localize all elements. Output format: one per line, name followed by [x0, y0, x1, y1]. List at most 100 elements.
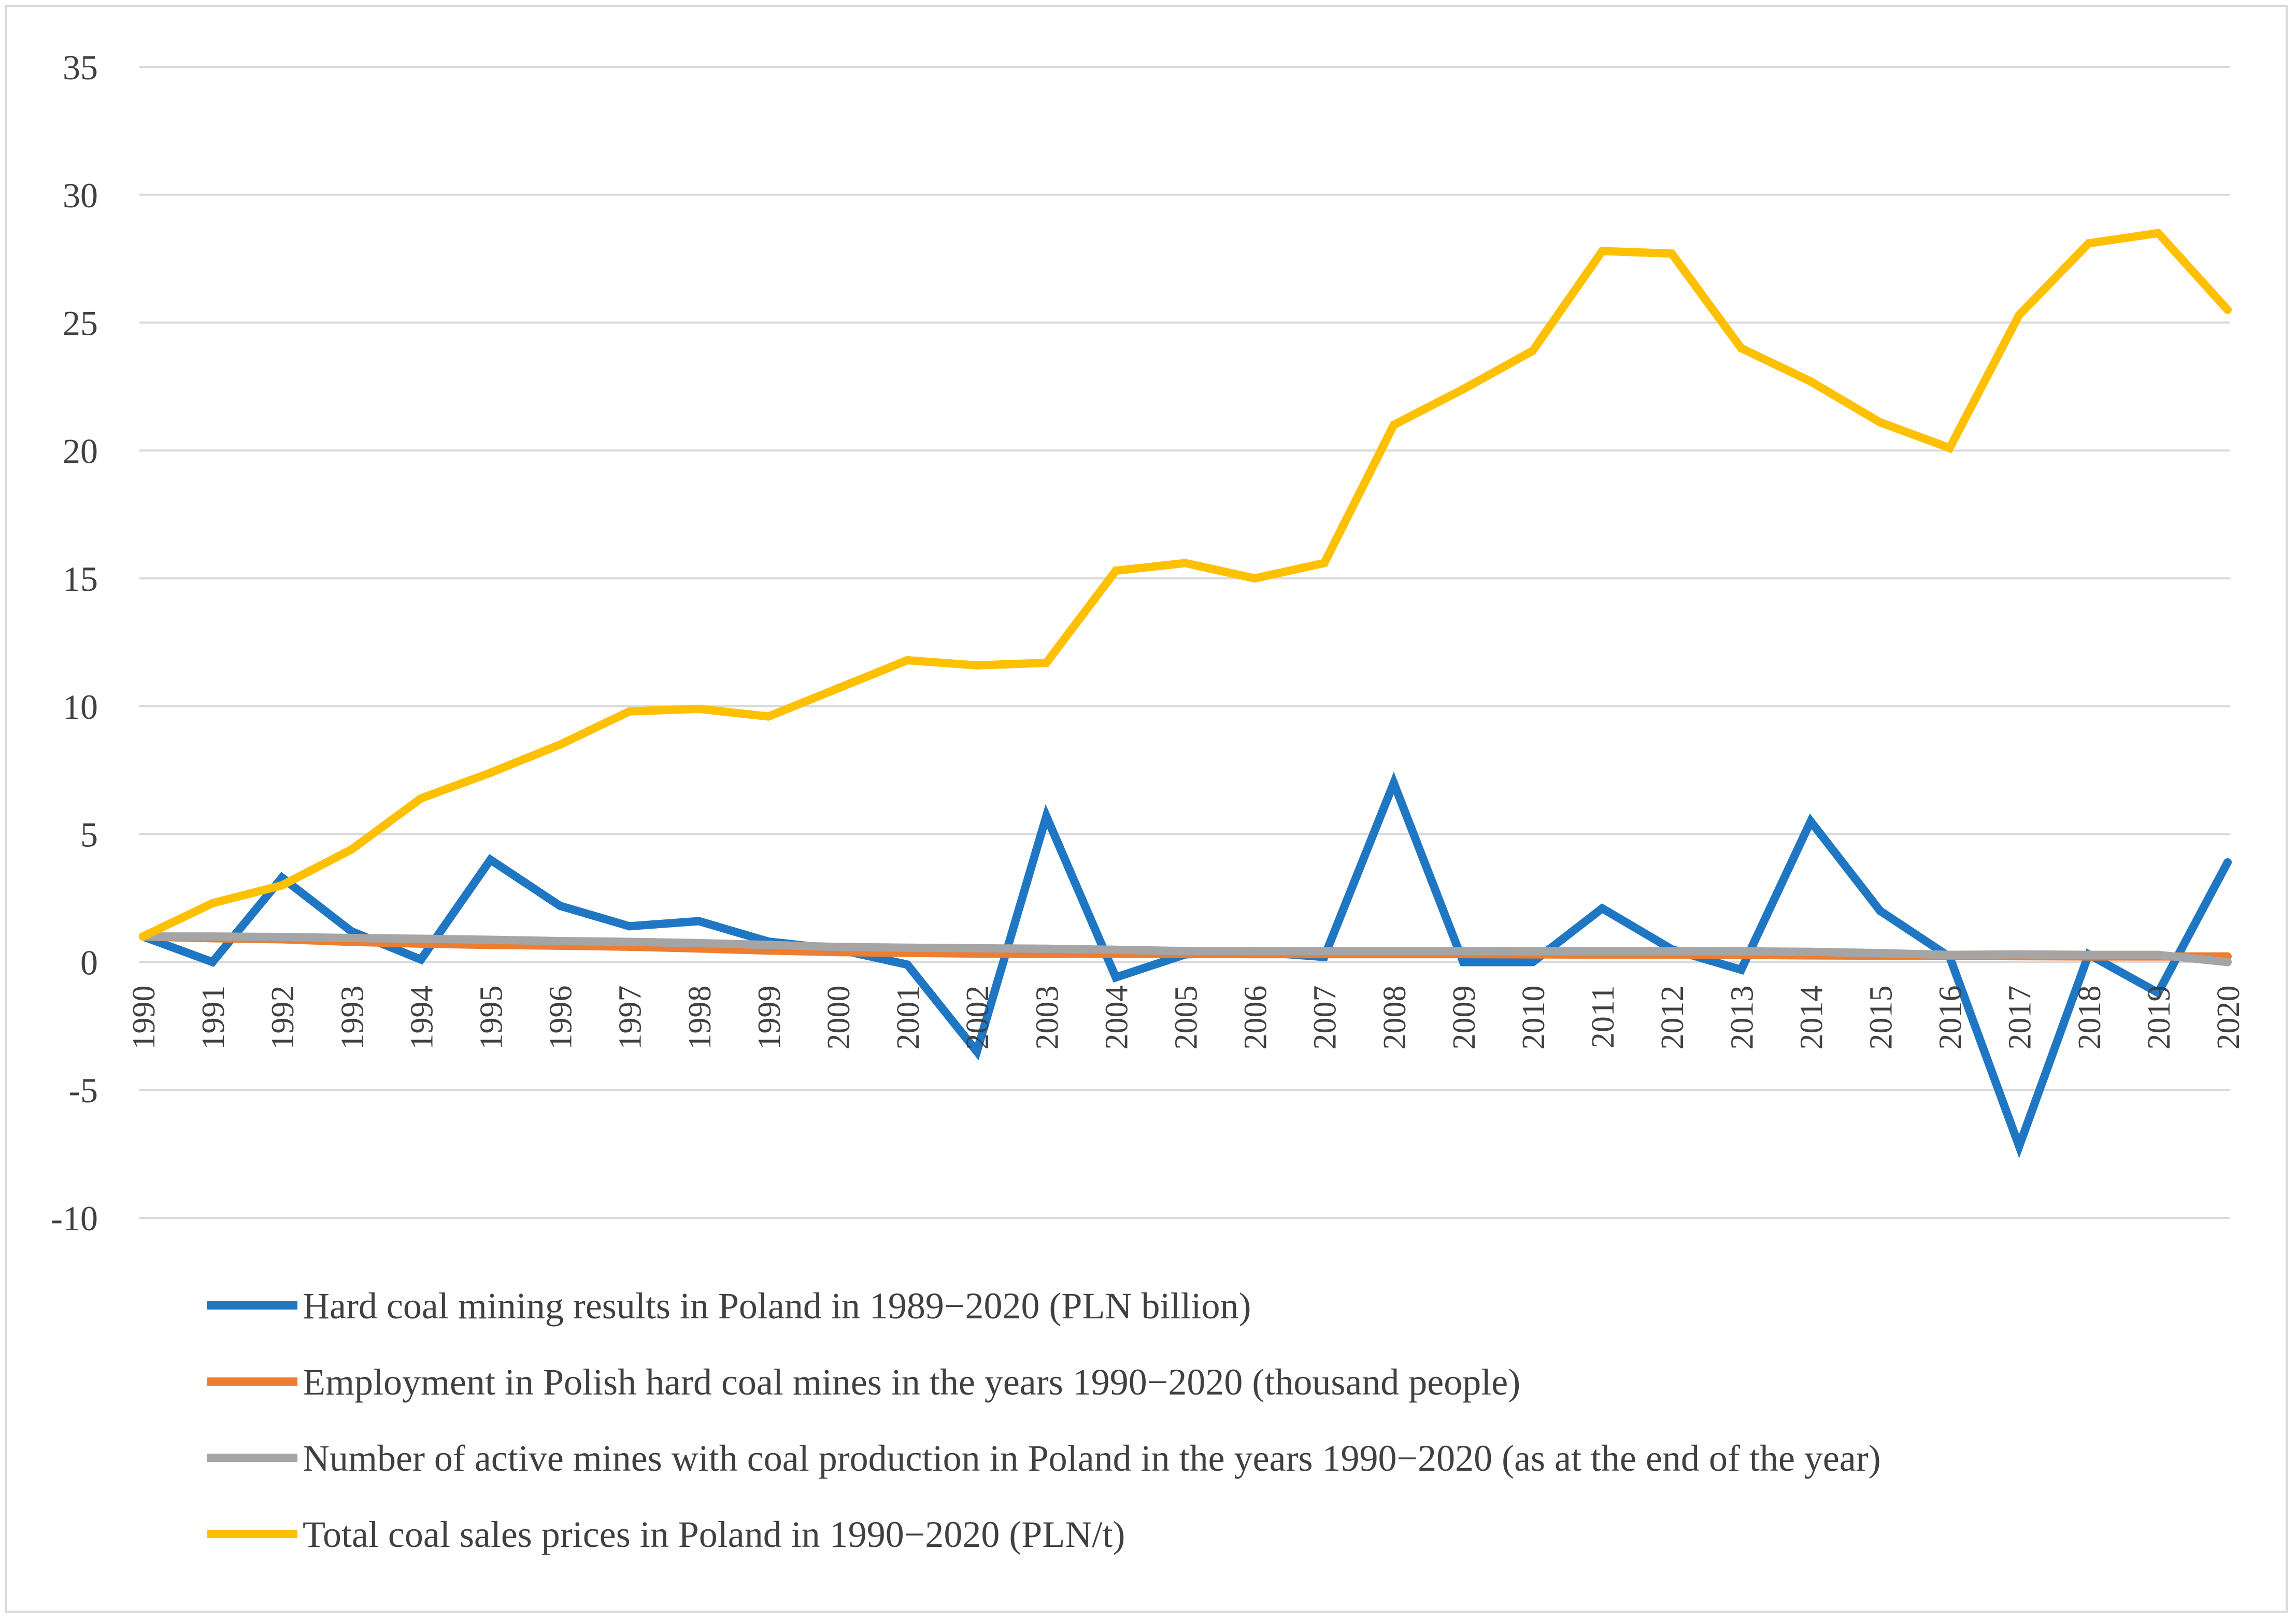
x-tick-label: 2008 — [1377, 985, 1413, 1049]
series-line-1 — [141, 772, 2232, 1159]
data-point-series-3 — [1737, 947, 1746, 956]
data-point-series-3 — [834, 943, 842, 951]
data-point-series-4 — [208, 899, 217, 907]
data-point-series-1 — [1876, 906, 1885, 915]
x-tick-label: 1993 — [335, 985, 370, 1049]
x-tick-label: 2009 — [1447, 985, 1482, 1049]
data-point-series-1 — [555, 901, 564, 910]
data-point-series-4 — [1459, 385, 1467, 393]
x-tick-label: 1999 — [752, 985, 787, 1049]
y-tick-label: 10 — [63, 687, 98, 727]
x-axis-tick-labels: 1990 1991 1992 1993 1994 1995 1996 1997 1998 1999… — [126, 985, 2246, 1049]
data-point-series-4 — [278, 881, 287, 890]
data-point-series-4 — [1529, 346, 1537, 355]
data-point-series-1 — [1042, 812, 1051, 821]
data-point-series-3 — [1111, 945, 1120, 954]
x-tick-label: 2013 — [1724, 985, 1760, 1049]
x-tick-label: 2003 — [1030, 985, 1065, 1049]
y-tick-label: 20 — [63, 431, 98, 471]
y-tick-label: 35 — [63, 48, 98, 87]
data-point-series-4 — [764, 712, 773, 721]
data-point-series-4 — [2015, 310, 2023, 319]
data-point-series-3 — [278, 933, 287, 942]
data-point-series-3 — [1459, 947, 1467, 956]
data-point-series-1 — [417, 955, 425, 964]
data-point-series-3 — [1529, 947, 1537, 956]
legend-label-2: Employment in Polish hard coal mines in … — [303, 1361, 1520, 1403]
data-point-series-3 — [2223, 958, 2232, 966]
gridlines — [139, 66, 2230, 1219]
legend-label-1: Hard coal mining results in Poland in 19… — [303, 1285, 1251, 1327]
data-point-series-3 — [1945, 950, 1954, 959]
data-point-series-4 — [139, 932, 147, 941]
data-point-series-4 — [903, 656, 912, 665]
data-point-series-4 — [1389, 420, 1398, 429]
x-tick-label: 2014 — [1794, 985, 1829, 1049]
data-point-series-1 — [1806, 817, 1815, 826]
data-point-series-4 — [1181, 559, 1190, 567]
data-point-series-3 — [903, 943, 912, 952]
data-point-series-4 — [834, 684, 842, 693]
x-tick-label: 1998 — [682, 985, 718, 1049]
data-point-series-1 — [1529, 958, 1537, 966]
data-point-series-4 — [625, 707, 634, 716]
data-point-series-3 — [208, 932, 217, 941]
x-tick-label: 2020 — [2211, 985, 2246, 1049]
data-point-series-3 — [555, 936, 564, 945]
data-point-series-3 — [2015, 950, 2023, 959]
y-tick-label: -10 — [51, 1199, 98, 1238]
x-tick-label: 2000 — [821, 985, 857, 1049]
data-point-series-4 — [2084, 239, 2093, 248]
x-tick-label: 2015 — [1864, 985, 1899, 1049]
data-point-series-4 — [2154, 229, 2162, 237]
data-point-series-1 — [903, 960, 912, 969]
legend-label-3: Number of active mines with coal product… — [303, 1438, 1881, 1479]
data-point-series-4 — [1806, 377, 1815, 386]
x-tick-label: 2004 — [1099, 985, 1134, 1049]
data-point-series-4 — [1042, 658, 1051, 667]
data-point-series-4 — [2223, 305, 2232, 314]
data-point-series-3 — [1806, 947, 1815, 956]
data-point-series-4 — [417, 794, 425, 803]
y-tick-label: 30 — [63, 176, 98, 215]
data-point-series-4 — [486, 769, 495, 777]
y-tick-label: 15 — [63, 559, 98, 599]
x-tick-label: 2002 — [960, 985, 995, 1049]
data-point-series-1 — [2015, 1142, 2023, 1150]
x-tick-label: 2012 — [1655, 985, 1690, 1049]
data-point-series-1 — [208, 958, 217, 966]
data-point-series-3 — [347, 934, 356, 943]
x-tick-label: 2007 — [1308, 985, 1343, 1049]
data-point-series-1 — [973, 1047, 981, 1056]
data-point-series-4 — [1111, 566, 1120, 575]
data-point-series-3 — [1876, 949, 1885, 958]
data-point-series-1 — [1598, 904, 1607, 913]
data-point-series-1 — [1737, 965, 1746, 974]
data-point-series-3 — [625, 937, 634, 946]
data-point-series-4 — [1876, 418, 1885, 427]
series-line-4 — [141, 229, 2231, 941]
data-point-series-3 — [694, 939, 703, 947]
chart-frame: 35 30 25 20 15 10 5 0 -5 -10 1990 1991 1992 1993 1994… — [5, 5, 2288, 1613]
data-point-series-1 — [486, 856, 495, 864]
x-tick-label: 1991 — [196, 985, 231, 1049]
data-point-series-3 — [417, 934, 425, 943]
data-point-series-1 — [625, 922, 634, 931]
x-tick-label: 2006 — [1238, 985, 1274, 1049]
legend-label-4: Total coal sales prices in Poland in 199… — [303, 1514, 1125, 1555]
data-point-series-3 — [2084, 950, 2093, 959]
data-point-series-4 — [973, 661, 981, 670]
data-point-series-4 — [1598, 247, 1607, 255]
y-tick-label: -5 — [68, 1071, 98, 1110]
x-tick-label: 1992 — [265, 985, 301, 1049]
y-tick-label: 25 — [63, 304, 98, 343]
data-point-series-3 — [1042, 944, 1051, 953]
x-tick-label: 1995 — [474, 985, 509, 1049]
data-point-series-3 — [1598, 947, 1607, 956]
data-point-series-1 — [2154, 988, 2162, 997]
data-point-series-3 — [764, 941, 773, 949]
data-point-series-1 — [1389, 778, 1398, 787]
data-point-series-4 — [1737, 344, 1746, 352]
data-point-series-4 — [347, 845, 356, 854]
